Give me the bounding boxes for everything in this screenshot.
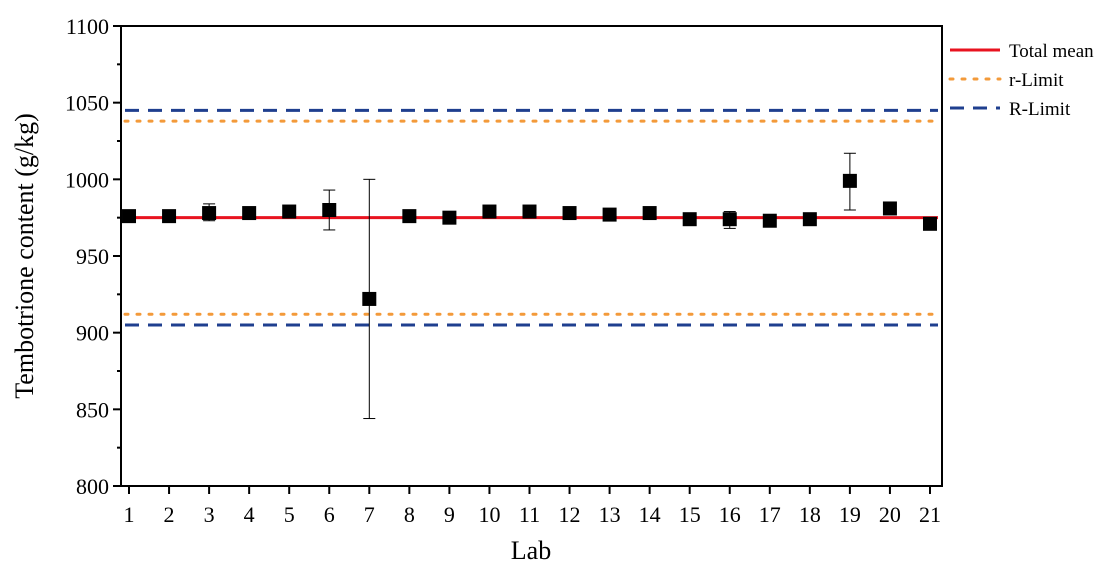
plot-frame bbox=[120, 25, 943, 487]
x-tick-label-1: 1 bbox=[124, 502, 135, 527]
data-point-17 bbox=[762, 213, 777, 228]
x-axis-title: Lab bbox=[511, 536, 551, 565]
x-tick-label-8: 8 bbox=[404, 502, 415, 527]
data-point-6 bbox=[322, 203, 337, 217]
legend-label-2: R-Limit bbox=[1009, 99, 1071, 120]
data-point-14 bbox=[642, 206, 657, 221]
data-point-10 bbox=[482, 204, 497, 219]
data-point-2 bbox=[162, 209, 177, 224]
data-point-4 bbox=[242, 206, 257, 221]
x-tick-label-9: 9 bbox=[444, 502, 455, 527]
x-tick-label-19: 19 bbox=[839, 502, 861, 527]
data-point-1 bbox=[122, 209, 137, 224]
x-tick-label-10: 10 bbox=[478, 502, 500, 527]
error-bars bbox=[203, 152, 856, 420]
x-tick-label-3: 3 bbox=[204, 502, 215, 527]
data-point-11 bbox=[522, 204, 537, 219]
y-tick-label-850: 850 bbox=[76, 397, 109, 422]
data-point-15 bbox=[682, 212, 697, 227]
x-tick-label-2: 2 bbox=[164, 502, 175, 527]
x-tick-label-11: 11 bbox=[519, 502, 540, 527]
x-tick-label-7: 7 bbox=[364, 502, 375, 527]
y-tick-label-1000: 1000 bbox=[65, 167, 109, 192]
data-point-7 bbox=[362, 291, 377, 306]
data-point-19 bbox=[842, 173, 857, 188]
y-tick-label-1100: 1100 bbox=[66, 14, 109, 39]
x-tick-label-13: 13 bbox=[599, 502, 621, 527]
data-point-18 bbox=[802, 212, 817, 227]
data-point-9 bbox=[442, 210, 457, 225]
x-tick-label-5: 5 bbox=[284, 502, 295, 527]
x-tick-label-21: 21 bbox=[919, 502, 941, 527]
x-axis: 1 2 3 4 5 6 7 8 9 10 11 12 13 14 15 16 17 18 19 20 21 bbox=[124, 486, 941, 527]
y-tick-label-950: 950 bbox=[76, 244, 109, 269]
y-tick-label-1050: 1050 bbox=[65, 91, 109, 116]
data-points bbox=[122, 173, 937, 306]
x-tick-label-12: 12 bbox=[559, 502, 581, 527]
data-point-8 bbox=[402, 209, 417, 224]
y-tick-label-800: 800 bbox=[76, 474, 109, 499]
x-tick-label-18: 18 bbox=[799, 502, 821, 527]
x-tick-label-4: 4 bbox=[244, 502, 255, 527]
legend-label-0: Total mean bbox=[1009, 41, 1094, 62]
data-point-16 bbox=[722, 212, 737, 227]
legend: Total mean r-Limit R-Limit bbox=[948, 41, 1094, 120]
x-tick-label-15: 15 bbox=[679, 502, 701, 527]
x-tick-label-20: 20 bbox=[879, 502, 901, 527]
x-tick-label-17: 17 bbox=[759, 502, 781, 527]
data-point-5 bbox=[282, 204, 297, 219]
data-point-13 bbox=[602, 207, 617, 222]
x-tick-label-6: 6 bbox=[324, 502, 335, 527]
y-axis-title: Tembotrione content (g/kg) bbox=[10, 113, 39, 399]
data-point-12 bbox=[562, 206, 577, 221]
data-point-21 bbox=[922, 216, 937, 231]
legend-label-1: r-Limit bbox=[1009, 70, 1064, 91]
data-point-20 bbox=[882, 201, 897, 216]
x-tick-label-16: 16 bbox=[719, 502, 741, 527]
data-point-3 bbox=[202, 206, 217, 221]
y-axis: 800 850 900 950 1000 1050 1100 bbox=[65, 14, 121, 499]
x-tick-label-14: 14 bbox=[639, 502, 661, 527]
y-tick-label-900: 900 bbox=[76, 321, 109, 346]
